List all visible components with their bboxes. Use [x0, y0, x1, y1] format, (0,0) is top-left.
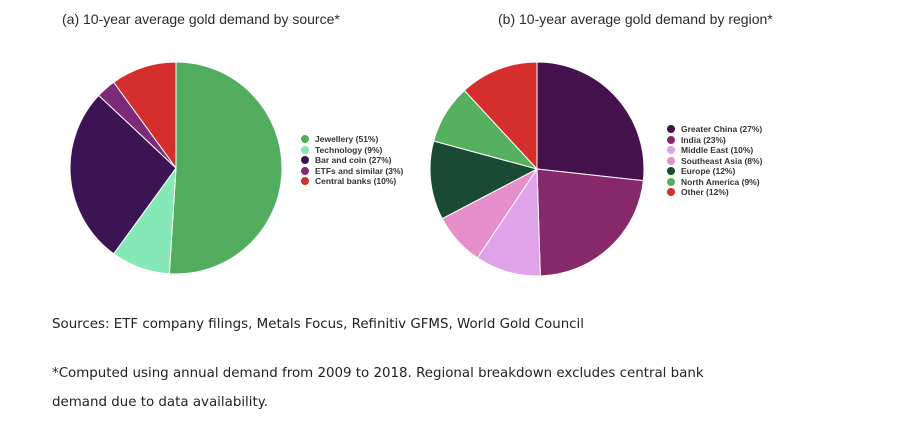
legend-swatch [301, 166, 309, 175]
legend-swatch [667, 188, 675, 197]
pie-slice-bar-and-coin [69, 94, 177, 255]
legend-label: Southeast Asia (8%) [681, 155, 763, 166]
legend-label: ETFs and similar (3%) [315, 165, 404, 176]
pie-slice-central-banks [112, 61, 177, 170]
legend-item-north-america: North America (9%) [667, 177, 762, 188]
legend-swatch [667, 177, 675, 186]
legend-swatch [667, 125, 675, 134]
legend-label: Central banks (10%) [315, 176, 397, 186]
legend-label: Middle East (10%) [681, 145, 754, 155]
pie-slice-greater-china [536, 61, 645, 182]
legend-item-europe: Europe (12%) [667, 166, 762, 177]
legend-label: Other (12%) [681, 187, 729, 197]
legend-source: Jewellery (51%) Technology (9%) Bar and co… [301, 134, 403, 187]
legend-item-india: India (23%) [667, 135, 762, 146]
legend-item-central-banks: Central banks (10%) [301, 176, 403, 187]
legend-swatch [301, 135, 309, 144]
legend-label: Bar and coin (27%) [315, 155, 392, 165]
chart-b-title: (b) 10-year average gold demand by regio… [498, 11, 773, 27]
legend-swatch [667, 135, 675, 144]
pie-chart-region [429, 61, 645, 277]
legend-item-technology: Technology (9%) [301, 145, 403, 156]
legend-label: North America (9%) [681, 176, 760, 187]
legend-label: Technology (9%) [315, 144, 383, 155]
pie-slice-europe [429, 140, 539, 220]
legend-item-middle-east: Middle East (10%) [667, 145, 762, 156]
chart-a-title: (a) 10-year average gold demand by sourc… [62, 11, 340, 27]
legend-item-bar-and-coin: Bar and coin (27%) [301, 155, 403, 166]
legend-swatch [667, 156, 675, 165]
legend-region: Greater China (27%) India (23%) Middle Eas… [667, 124, 762, 198]
legend-swatch [667, 146, 675, 155]
legend-item-southeast-asia: Southeast Asia (8%) [667, 156, 762, 167]
legend-item-etfs-and-similar: ETFs and similar (3%) [301, 166, 403, 177]
legend-swatch [301, 156, 309, 165]
pie-slice-other [463, 61, 538, 171]
legend-item-greater-china: Greater China (27%) [667, 124, 762, 135]
sources-note: Sources: ETF company filings, Metals Foc… [52, 317, 584, 332]
legend-label: Jewellery (51%) [315, 134, 379, 144]
pie-slice-india [536, 168, 644, 277]
footnote-line-1: *Computed using annual demand from 2009 … [52, 366, 704, 381]
legend-label: India (23%) [681, 134, 726, 145]
legend-swatch [667, 167, 675, 176]
legend-item-jewellery: Jewellery (51%) [301, 134, 403, 145]
legend-item-other: Other (12%) [667, 187, 762, 198]
legend-label: Greater China (27%) [681, 124, 763, 134]
legend-swatch [301, 145, 309, 154]
pie-chart-source [69, 61, 283, 275]
legend-swatch [301, 177, 309, 186]
footnote-line-2: demand due to data availability. [52, 395, 268, 410]
legend-label: Europe (12%) [681, 166, 736, 176]
pie-slice-jewellery [168, 61, 283, 275]
